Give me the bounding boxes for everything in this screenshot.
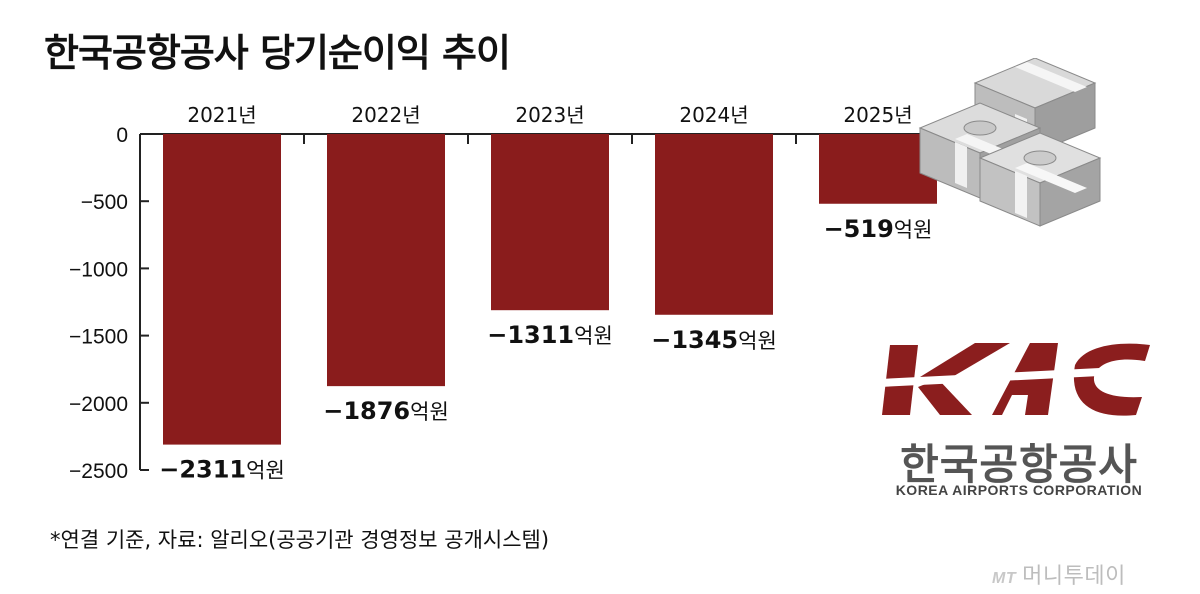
bar <box>327 134 445 387</box>
bar <box>655 134 773 315</box>
bar <box>491 134 609 311</box>
logo-korean-name: 한국공항공사 <box>900 440 1138 489</box>
bar <box>819 134 937 204</box>
x-tick-label: 2023년 <box>515 103 584 127</box>
kac-logo: 한국공항공사 KOREA AIRPORTS CORPORATION <box>880 335 1160 505</box>
y-tick-label: −2000 <box>69 393 128 416</box>
logo-english-name: KOREA AIRPORTS CORPORATION <box>895 482 1143 498</box>
data-label: −1876억원 <box>323 397 449 425</box>
source-footnote: *연결 기준, 자료: 알리오(공공기관 경영정보 공개시스템) <box>50 528 550 552</box>
x-tick-label: 2025년 <box>843 103 912 127</box>
y-tick-label: −1000 <box>69 258 128 281</box>
chart-title: 한국공항공사 당기순이익 추이 <box>44 31 511 75</box>
publisher-name: 머니투데이 <box>1022 564 1126 589</box>
data-label: −1345억원 <box>651 326 777 354</box>
data-label: −519억원 <box>824 215 933 243</box>
kac-logo-mark <box>880 343 1160 416</box>
y-tick-label: −1500 <box>69 326 128 349</box>
y-tick-label: 0 <box>116 124 128 147</box>
mt-logo: MT <box>992 570 1017 587</box>
bar <box>163 134 281 445</box>
bar-chart: 0 −500 −1000 −1500 −2000 −2500 2021년 −2311억원 202… <box>69 103 937 484</box>
money-stack-icon <box>918 58 1102 227</box>
publisher-credit: MT 머니투데이 <box>992 558 1126 590</box>
data-label: −2311억원 <box>159 456 285 484</box>
x-tick-label: 2024년 <box>679 103 748 127</box>
data-label: −1311억원 <box>487 321 613 349</box>
x-tick-label: 2022년 <box>351 103 420 127</box>
x-tick-label: 2021년 <box>187 103 256 127</box>
y-tick-label: −500 <box>81 191 128 214</box>
y-tick-label: −2500 <box>69 460 128 483</box>
